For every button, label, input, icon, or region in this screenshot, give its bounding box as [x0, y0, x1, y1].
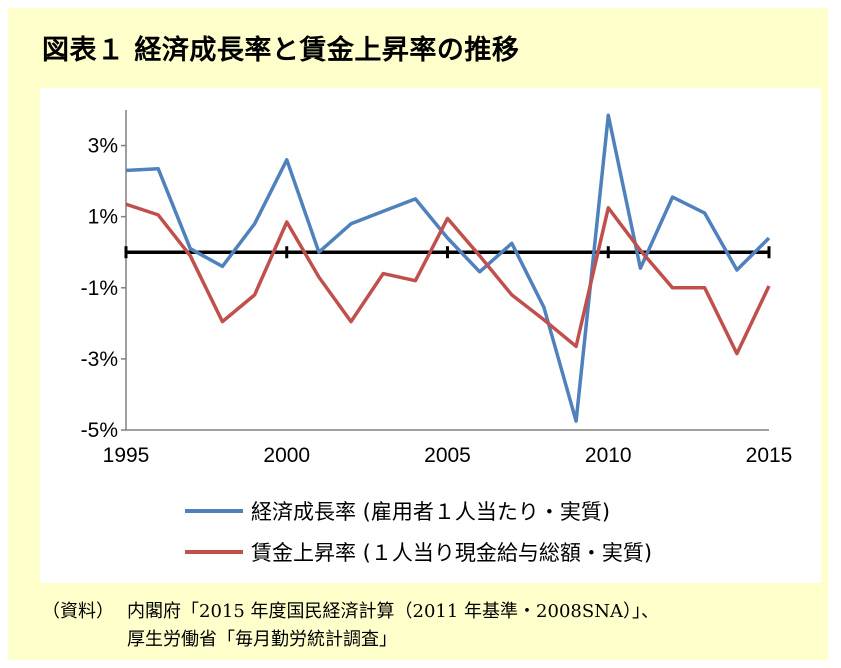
x-tick-label: 2010 — [585, 444, 632, 467]
figure-title: 図表１ 経済成長率と賃金上昇率の推移 — [42, 35, 520, 66]
legend-label-2: 賃金上昇率 (１人当り現金給与総額・実質) — [251, 541, 652, 565]
figure-panel: 図表１ 経済成長率と賃金上昇率の推移 3% 1% -1% -3% -5% 1995 2000… — [8, 8, 828, 660]
source-note: （資料） 内閣府「2015 年度国民経済計算（2011 年基準・2008SNA）」… — [42, 598, 659, 654]
y-tick-label: 3% — [88, 135, 118, 158]
series-line-2 — [125, 202, 771, 356]
x-tick-label: 2015 — [746, 444, 793, 467]
source-line-2: 厚生労働省「毎月勤労統計調査」 — [127, 629, 397, 650]
chart-area: 3% 1% -1% -3% -5% 1995 2000 2005 2010 2015 経済成長率 (… — [40, 88, 821, 583]
y-tick-label: -5% — [81, 419, 118, 442]
series-line-1 — [125, 113, 771, 423]
x-tick-label: 2000 — [263, 444, 310, 467]
legend-label-1: 経済成長率 (雇用者１人当たり・実質) — [251, 500, 610, 524]
x-tick-label: 2005 — [424, 444, 471, 467]
y-tick-label: -3% — [81, 348, 118, 371]
line-chart: 3% 1% -1% -3% -5%1995 2000 2005 2010 2015 経済成長率 (… — [81, 110, 793, 565]
source-label: （資料） — [42, 601, 114, 622]
x-tick-label: 1995 — [103, 444, 150, 467]
y-tick-label: 1% — [88, 206, 118, 229]
source-line-1: 内閣府「2015 年度国民経済計算（2011 年基準・2008SNA）」、 — [127, 601, 659, 622]
y-tick-label: -1% — [81, 277, 118, 300]
